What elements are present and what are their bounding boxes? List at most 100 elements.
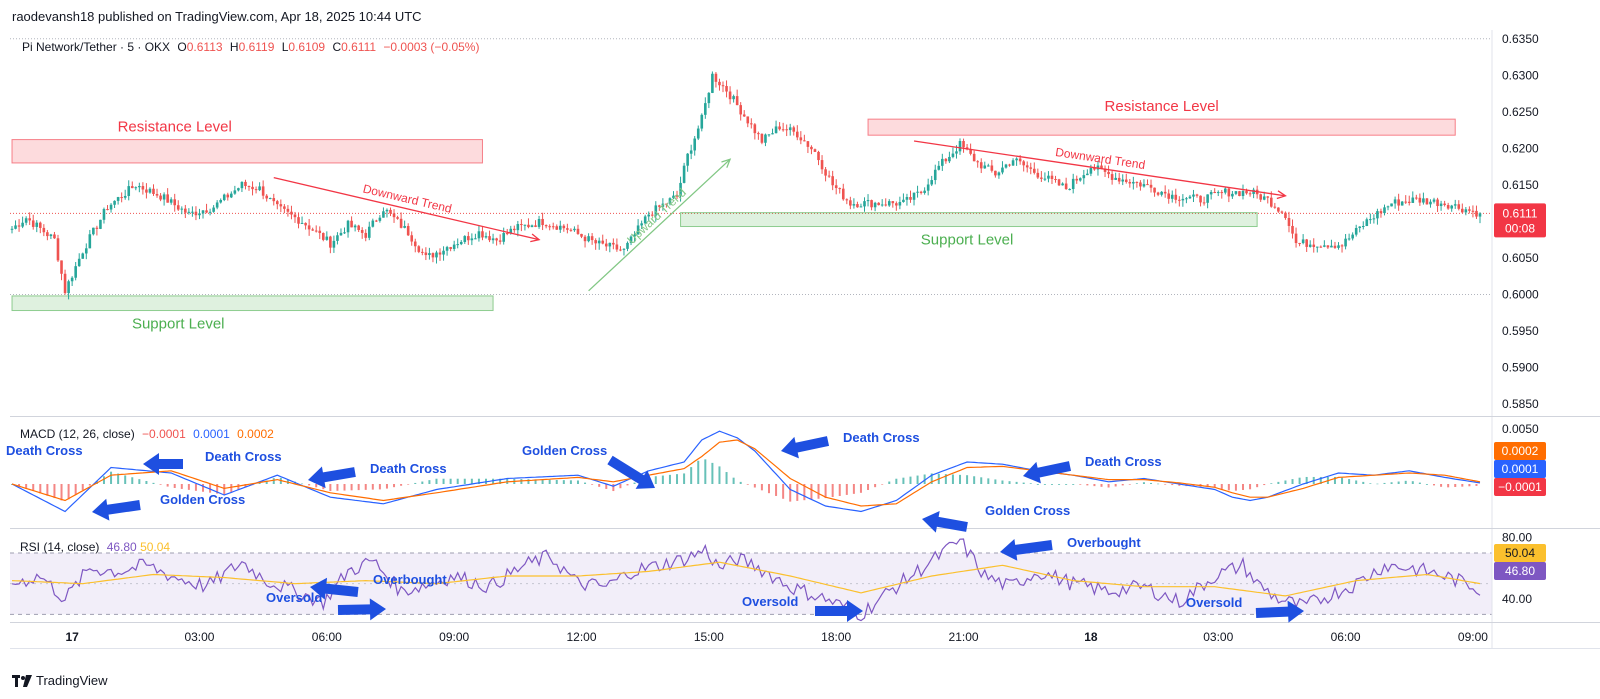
candle-body <box>887 201 891 206</box>
macd-histogram-bar <box>562 480 565 484</box>
macd-histogram-bar <box>244 484 247 488</box>
macd-histogram-bar <box>867 484 870 490</box>
macd-histogram-bar <box>1454 484 1457 487</box>
candle-body <box>127 186 131 196</box>
macd-histogram-bar <box>74 484 77 495</box>
price-tick-label: 0.5900 <box>1502 361 1539 375</box>
macd-histogram-bar <box>350 484 353 491</box>
candle-body <box>1241 191 1245 197</box>
candle-body <box>544 225 548 227</box>
macd-histogram-bar <box>209 484 212 493</box>
golden-cross-label: Golden Cross <box>522 443 607 458</box>
candle-body <box>1443 203 1446 206</box>
macd-histogram-bar <box>718 466 721 484</box>
macd-title[interactable]: MACD (12, 26, close) <box>20 427 135 441</box>
macd-histogram-bar <box>633 482 636 484</box>
macd-histogram-bar <box>980 477 983 484</box>
candle-body <box>38 222 42 228</box>
candle-body <box>1202 202 1206 204</box>
resistance-zone <box>11 139 483 164</box>
candle-body <box>1011 160 1015 166</box>
golden-cross-arrow <box>607 455 656 489</box>
candle-body <box>1050 175 1054 179</box>
rsi-title[interactable]: RSI (14, close) <box>20 540 100 554</box>
candle-body <box>990 165 994 171</box>
time-tick-label: 03:00 <box>184 630 214 644</box>
candle-body <box>682 165 686 183</box>
macd-histogram-bar <box>973 476 976 484</box>
macd-histogram-bar <box>1362 481 1365 484</box>
macd-histogram-bar <box>18 484 21 487</box>
macd-histogram-bar <box>202 484 205 492</box>
macd-histogram-bar <box>760 484 763 491</box>
candle-body <box>1361 225 1365 227</box>
candle-body <box>764 134 767 143</box>
death-cross-label: Death Cross <box>843 430 920 445</box>
death-cross-arrow <box>780 436 830 459</box>
candle-body <box>208 211 212 213</box>
candle-body <box>396 217 399 219</box>
candle-body <box>215 202 219 208</box>
candle-body <box>1220 192 1224 194</box>
macd-histogram-bar <box>626 484 629 486</box>
candle-body <box>463 236 467 242</box>
macd-histogram-bar <box>1291 479 1294 484</box>
macd-histogram-bar <box>1093 484 1096 487</box>
candle-body <box>1086 173 1089 176</box>
macd-histogram-bar <box>336 484 339 491</box>
candle-body <box>1461 208 1464 213</box>
candle-body <box>46 232 49 237</box>
candle-body <box>693 138 697 151</box>
candle-body <box>283 206 286 209</box>
macd-histogram-bar <box>895 478 898 484</box>
candle-body <box>116 197 120 201</box>
symbol-label[interactable]: Pi Network/Tether · 5 · OKX <box>22 40 171 54</box>
candle-body <box>254 189 258 191</box>
candle-body <box>159 195 162 200</box>
death-cross-arrow <box>307 466 356 489</box>
candle-body <box>707 92 711 104</box>
candle-body <box>859 206 863 208</box>
candle-body <box>102 209 106 220</box>
macd-histogram-bar <box>810 484 813 500</box>
macd-histogram-bar <box>852 484 855 494</box>
candle-body <box>976 161 979 163</box>
candle-body <box>725 86 728 92</box>
macd-histogram-bar <box>1333 476 1336 484</box>
candle-body <box>17 225 21 227</box>
candle-body <box>788 127 792 131</box>
tradingview-brand[interactable]: TradingView <box>12 673 108 688</box>
candle-body <box>60 260 63 274</box>
time-tick-label: 18:00 <box>821 630 851 644</box>
macd-histogram-bar <box>612 484 615 492</box>
candle-body <box>863 201 866 207</box>
candle-body <box>304 222 307 226</box>
candle-body <box>1110 174 1114 180</box>
price-pane[interactable] <box>10 30 1492 415</box>
candle-body <box>767 134 771 136</box>
candle-body <box>573 228 576 231</box>
macd-histogram-bar <box>39 484 42 494</box>
candle-body <box>120 197 123 199</box>
macd-histogram-bar <box>456 478 459 484</box>
candle-body <box>873 202 877 208</box>
candle-body <box>1407 201 1411 203</box>
candle-body <box>403 226 406 228</box>
macd-histogram-bar <box>449 478 452 484</box>
candle-body <box>721 85 725 87</box>
candle-body <box>1089 167 1093 174</box>
candle-body <box>1163 191 1167 194</box>
macd-histogram-bar <box>102 476 105 484</box>
high-value: 0.6119 <box>238 40 275 54</box>
candle-body <box>516 224 520 231</box>
candle-body <box>247 186 251 188</box>
macd-histogram-bar <box>1157 483 1160 485</box>
brand-label: TradingView <box>36 673 108 688</box>
candle-body <box>442 250 445 255</box>
uptrend-line-head <box>721 158 732 168</box>
candle-body <box>74 266 77 278</box>
candle-body <box>1149 184 1153 188</box>
candle-body <box>566 228 569 230</box>
candle-body <box>626 242 629 249</box>
